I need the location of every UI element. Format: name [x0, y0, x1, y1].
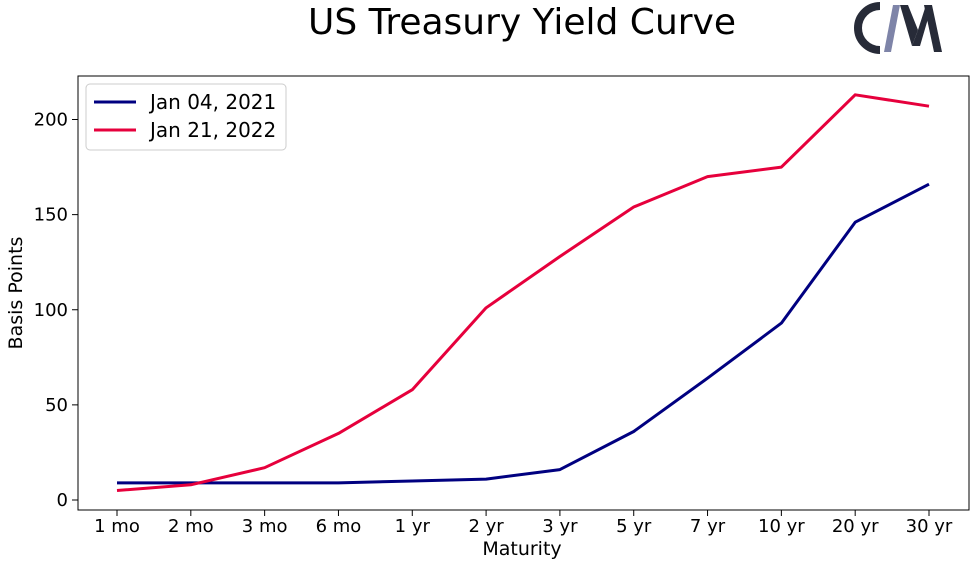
y-ticks: 0 50 100 150 200: [34, 110, 78, 511]
y-tick-label: 50: [45, 395, 68, 416]
x-ticks: 1 mo 2 mo 3 mo 6 mo 1 yr 2 yr 3 yr 5 yr 7 yr 10 y…: [94, 510, 953, 537]
chart-title: US Treasury Yield Curve: [307, 2, 737, 43]
x-tick-label: 1 mo: [94, 516, 140, 537]
y-tick-label: 0: [57, 490, 68, 511]
y-tick-label: 100: [34, 300, 68, 321]
series-layer: [116, 93, 930, 492]
x-axis-label: Maturity: [482, 538, 561, 560]
x-tick-label: 2 yr: [468, 516, 504, 537]
legend: Jan 04, 2021 Jan 21, 2022: [85, 83, 287, 151]
x-tick-label: 20 yr: [832, 516, 879, 537]
series-line-1: [117, 182, 930, 485]
x-tick-label: 30 yr: [906, 516, 953, 537]
x-tick-label: 10 yr: [758, 516, 805, 537]
x-tick-label: 1 yr: [395, 516, 431, 537]
x-tick-label: 5 yr: [616, 516, 652, 537]
y-axis-label: Basis Points: [5, 237, 27, 350]
legend-label: Jan 21, 2022: [148, 118, 276, 142]
plot-frame: [77, 75, 970, 511]
logo-m-mid: [912, 5, 932, 46]
legend-label: Jan 04, 2021: [148, 90, 276, 114]
logo-m-right-stroke: [900, 5, 918, 46]
x-tick-label: 7 yr: [690, 516, 726, 537]
logo-c-shape: [854, 2, 881, 54]
y-tick-label: 200: [34, 110, 68, 131]
x-tick-label: 2 mo: [168, 516, 214, 537]
cm-logo-icon: [854, 2, 942, 54]
logo-m-left-stroke: [884, 5, 900, 52]
series-line-2: [116, 93, 930, 492]
x-tick-label: 3 yr: [542, 516, 578, 537]
x-tick-label: 3 mo: [242, 516, 288, 537]
x-tick-label: 6 mo: [316, 516, 362, 537]
y-tick-label: 150: [34, 205, 68, 226]
